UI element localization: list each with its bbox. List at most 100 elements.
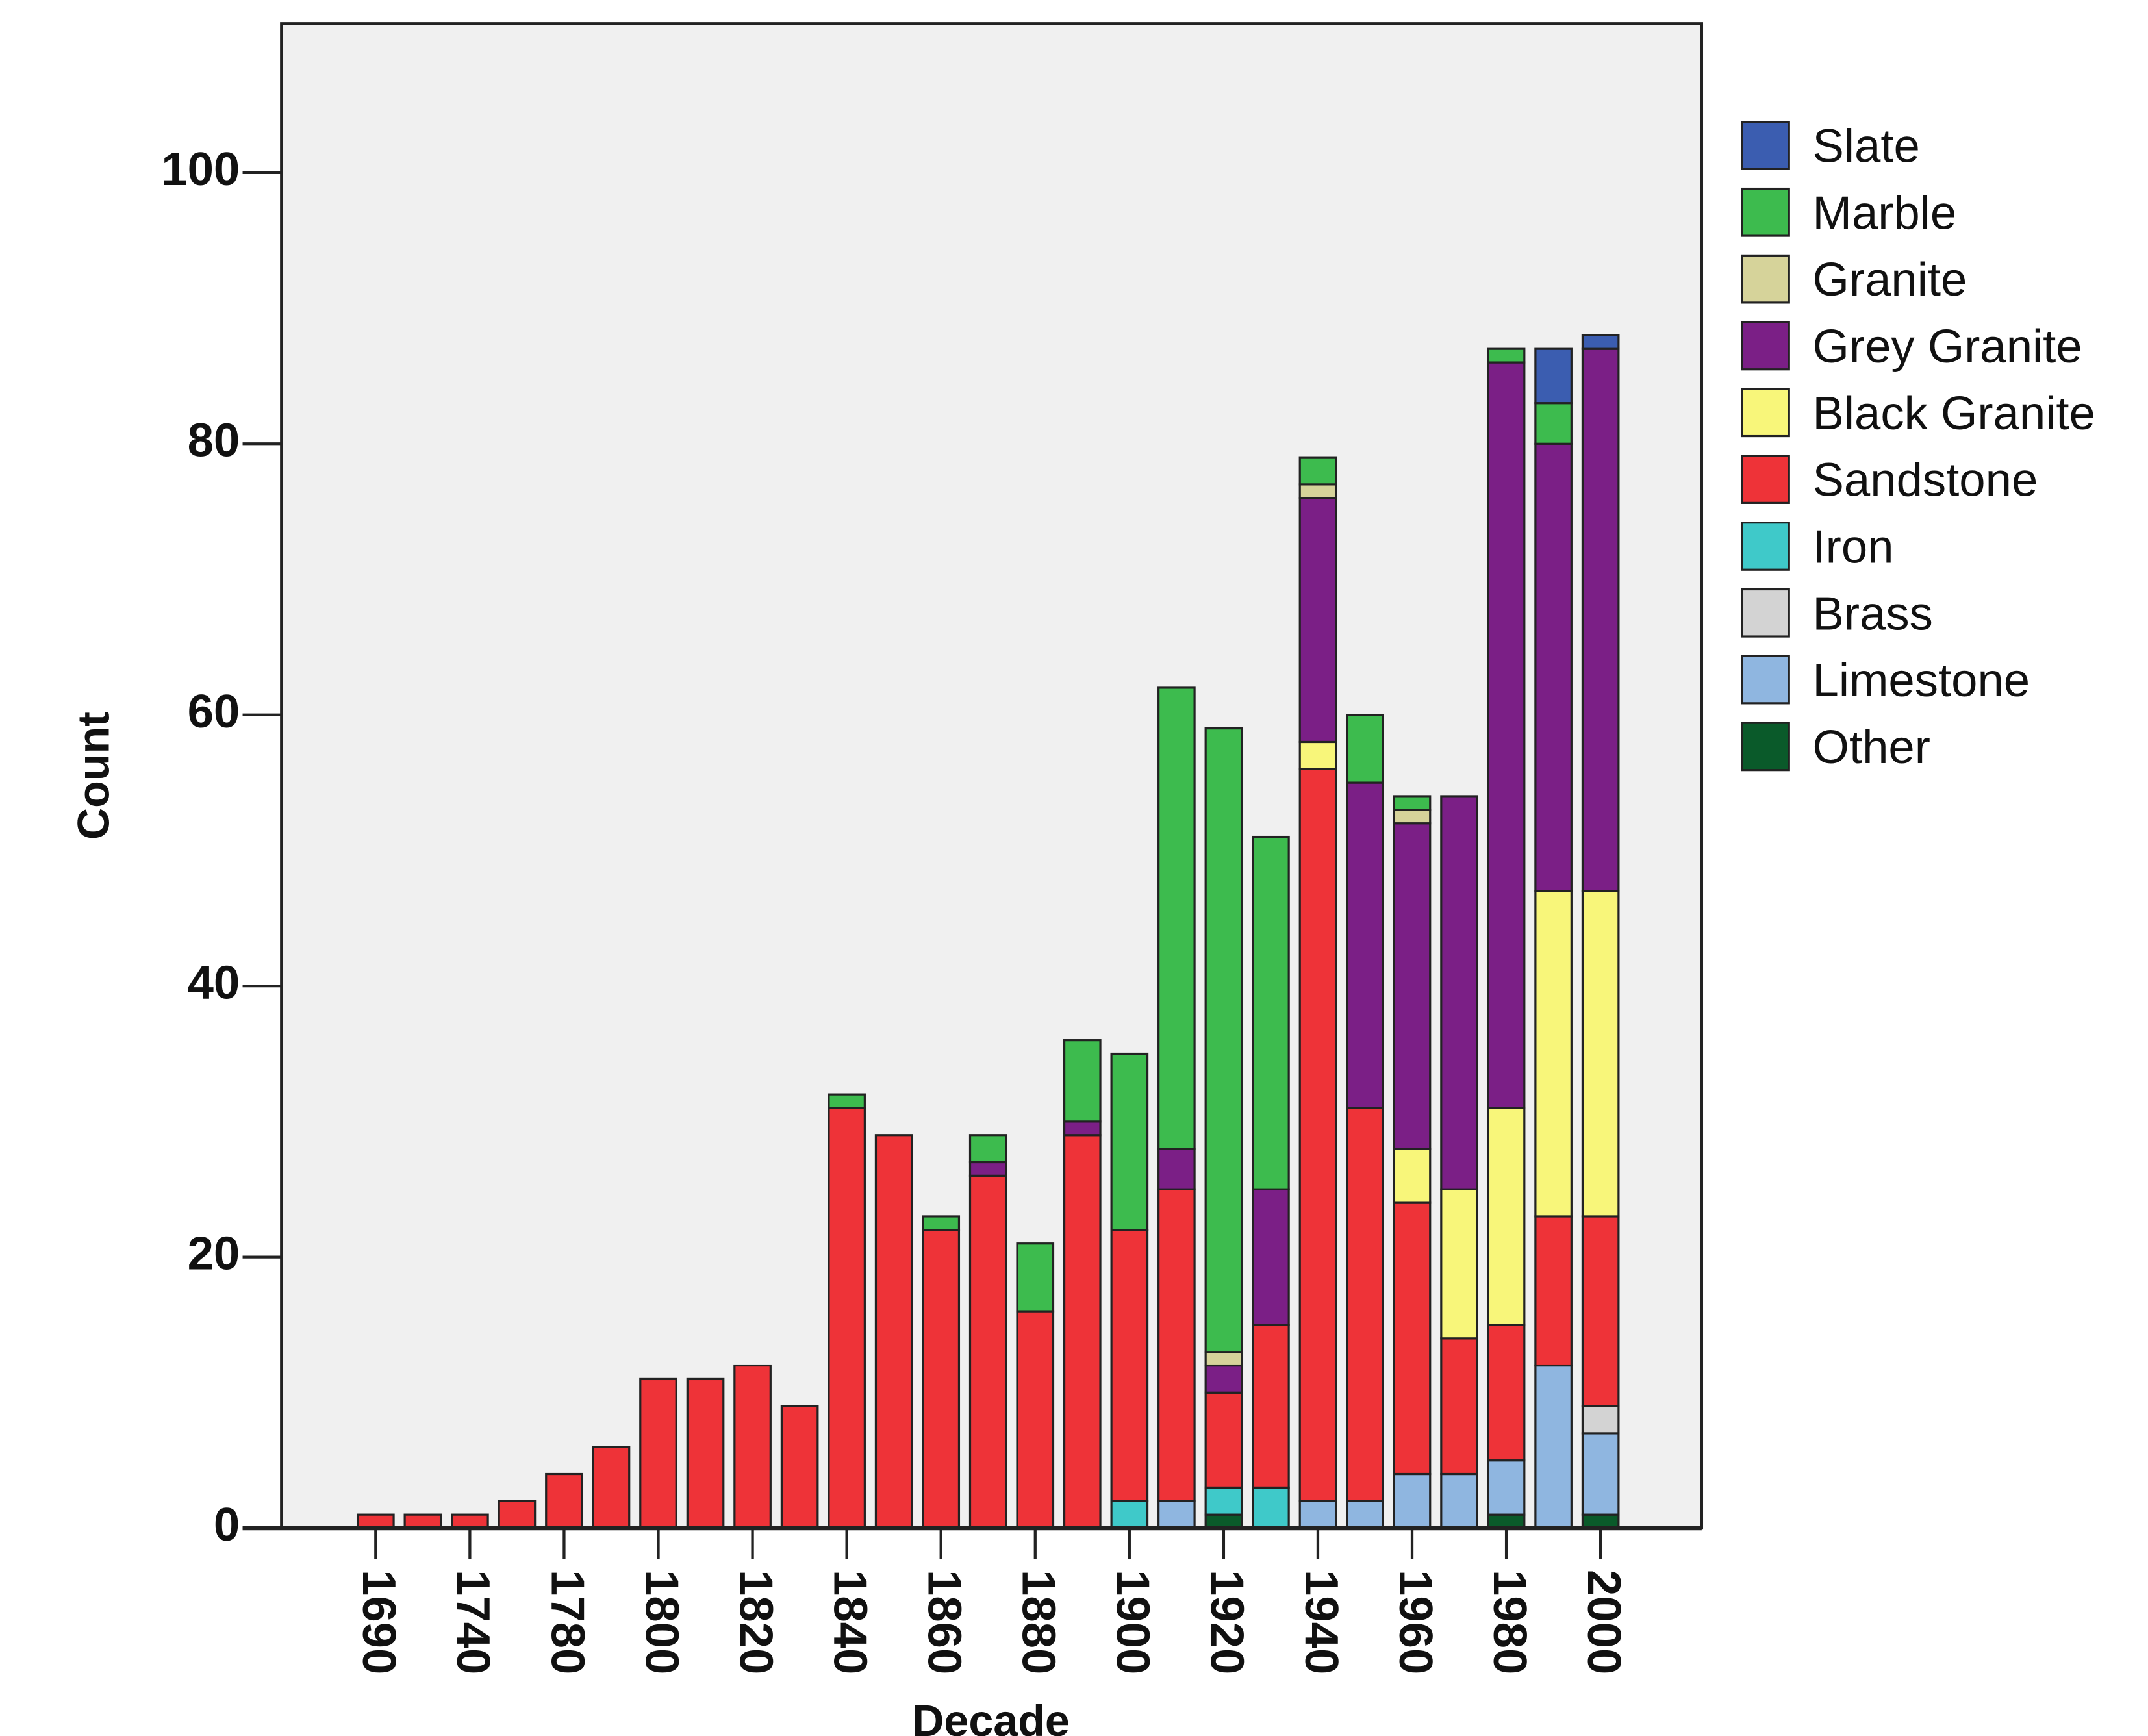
y-tick-label: 40 (188, 956, 240, 1009)
bar-segment (1534, 1215, 1573, 1367)
y-tick-label: 60 (188, 685, 240, 738)
x-tick-label: 1980 (1484, 1570, 1536, 1674)
bar-segment (1487, 361, 1526, 1109)
bar-segment (1346, 1107, 1384, 1502)
legend-swatch (1741, 121, 1790, 170)
bar-segment (1487, 347, 1526, 364)
x-tick-label: 1840 (824, 1570, 876, 1674)
bar-segment (1298, 1500, 1337, 1529)
bar-segment (1534, 890, 1573, 1218)
legend-swatch (1741, 722, 1790, 772)
bar-segment (1157, 1148, 1196, 1190)
bar-segment (686, 1377, 725, 1529)
bar-segment (968, 1134, 1007, 1164)
y-tick-label: 0 (214, 1498, 240, 1551)
bar-segment (1016, 1242, 1055, 1313)
bar-segment (1534, 347, 1573, 405)
bar-segment (1534, 1364, 1573, 1529)
bar-segment (1581, 1215, 1620, 1407)
bar-segment (639, 1377, 677, 1529)
bar-segment (828, 1093, 866, 1109)
bar-segment (1157, 1500, 1196, 1529)
bar-segment (1204, 1391, 1243, 1489)
bar-segment (1063, 1039, 1102, 1123)
bar-segment (545, 1472, 583, 1529)
legend-swatch (1741, 655, 1790, 705)
bar-segment (1393, 1148, 1432, 1204)
bar-segment (922, 1215, 961, 1231)
bar-segment (498, 1500, 537, 1529)
bar-segment (1393, 809, 1432, 825)
bar-segment (968, 1174, 1007, 1529)
legend-swatch (1741, 388, 1790, 438)
x-tick-label: 2000 (1578, 1570, 1630, 1674)
legend-label: Sandstone (1813, 454, 2038, 507)
bar-segment (1110, 1500, 1149, 1529)
legend-label: Grey Granite (1813, 320, 2082, 373)
bar-segment (1487, 1459, 1526, 1516)
bar-segment (1487, 1107, 1526, 1326)
bar-segment (968, 1161, 1007, 1177)
y-tick-label: 80 (188, 414, 240, 466)
x-tick-label: 1690 (353, 1570, 405, 1674)
legend-label: Marble (1813, 186, 1957, 239)
legend-label: Black Granite (1813, 387, 2095, 440)
y-axis-title: Count (69, 712, 119, 840)
bar-segment (1298, 768, 1337, 1502)
bar-segment (874, 1134, 913, 1529)
bar-segment (1393, 1472, 1432, 1529)
x-tick-label: 1860 (918, 1570, 971, 1674)
bar-segment (1204, 1364, 1243, 1394)
x-tick-label: 1780 (541, 1570, 594, 1674)
legend-swatch (1741, 187, 1790, 237)
x-tick-label: 1820 (729, 1570, 782, 1674)
x-tick-label: 1900 (1107, 1570, 1159, 1674)
bar-segment (1110, 1229, 1149, 1502)
bar-segment (1157, 1188, 1196, 1502)
bar-segment (1063, 1120, 1102, 1137)
bar-segment (1252, 835, 1290, 1190)
bar-segment (1393, 822, 1432, 1150)
bar-segment (1252, 1324, 1290, 1489)
bar-segment (1440, 1337, 1478, 1476)
bar-segment (1204, 1486, 1243, 1516)
bar-segment (1581, 347, 1620, 892)
bar-segment (1393, 795, 1432, 811)
bar-segment (1581, 1405, 1620, 1435)
bar-segment (733, 1364, 772, 1529)
bar-segment (1346, 714, 1384, 784)
bar-segment (1157, 686, 1196, 1150)
bar-segment (922, 1229, 961, 1529)
bar-segment (1298, 483, 1337, 499)
bar-segment (1298, 497, 1337, 744)
bar-segment (1393, 1201, 1432, 1476)
legend-label: Limestone (1813, 654, 2030, 707)
legend-label: Other (1813, 721, 1930, 774)
bar-segment (1063, 1134, 1102, 1529)
bar-segment (1204, 727, 1243, 1353)
bar-segment (1346, 1500, 1384, 1529)
bar-segment (1252, 1486, 1290, 1529)
bar-segment (828, 1107, 866, 1529)
bar-segment (780, 1405, 819, 1529)
bar-segment (1016, 1310, 1055, 1529)
bar-segment (1487, 1324, 1526, 1462)
legend-swatch (1741, 588, 1790, 638)
legend-swatch (1741, 522, 1790, 571)
bar-segment (1581, 890, 1620, 1218)
bar-segment (592, 1446, 631, 1529)
bar-segment (1252, 1188, 1290, 1326)
legend-label: Granite (1813, 253, 1967, 306)
bar-segment (1440, 1472, 1478, 1529)
legend-swatch (1741, 321, 1790, 371)
legend-label: Slate (1813, 120, 1920, 173)
bar-segment (1440, 795, 1478, 1190)
bar-segment (1298, 740, 1337, 770)
bar-segment (1346, 781, 1384, 1109)
bar-segment (1581, 1432, 1620, 1516)
x-tick-label: 1960 (1389, 1570, 1442, 1674)
bar-segment (1534, 402, 1573, 445)
x-tick-label: 1940 (1295, 1570, 1348, 1674)
legend-label: Iron (1813, 520, 1894, 573)
